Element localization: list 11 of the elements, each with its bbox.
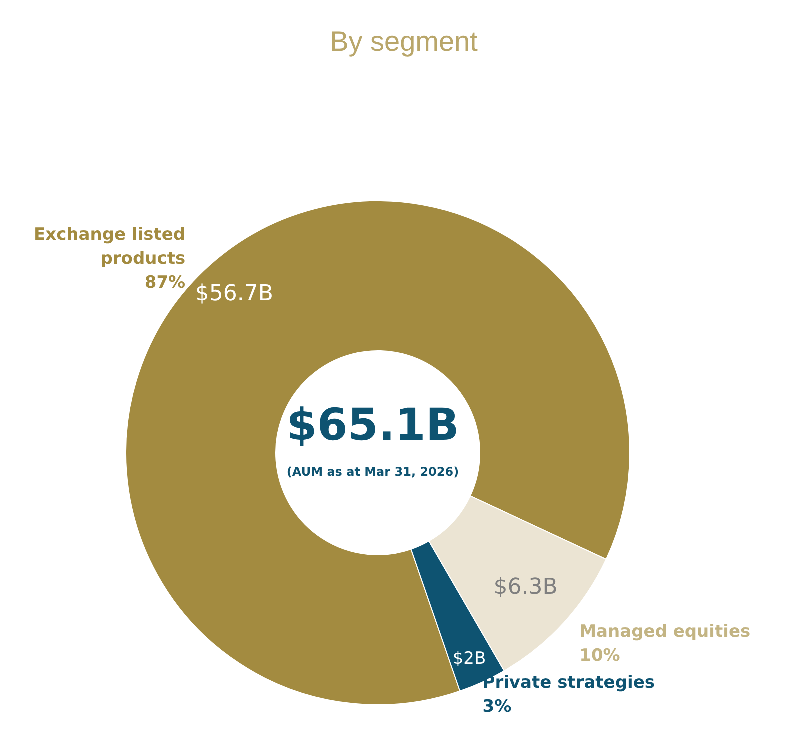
data-label: $6.3B (494, 575, 558, 600)
data-label: $56.7B (195, 282, 274, 307)
text: (AUM as at Mar 31, 2026) (286, 465, 460, 479)
text: 87% (144, 272, 186, 293)
text: 10% (580, 646, 620, 666)
slice-label: Managed equities (580, 622, 751, 642)
text: 3% (482, 697, 512, 718)
text: $65.1B (286, 400, 460, 451)
chart-title: By segment (329, 26, 479, 58)
slice-label: Exchange listed products (34, 224, 186, 269)
data-label: $2B (452, 648, 486, 669)
